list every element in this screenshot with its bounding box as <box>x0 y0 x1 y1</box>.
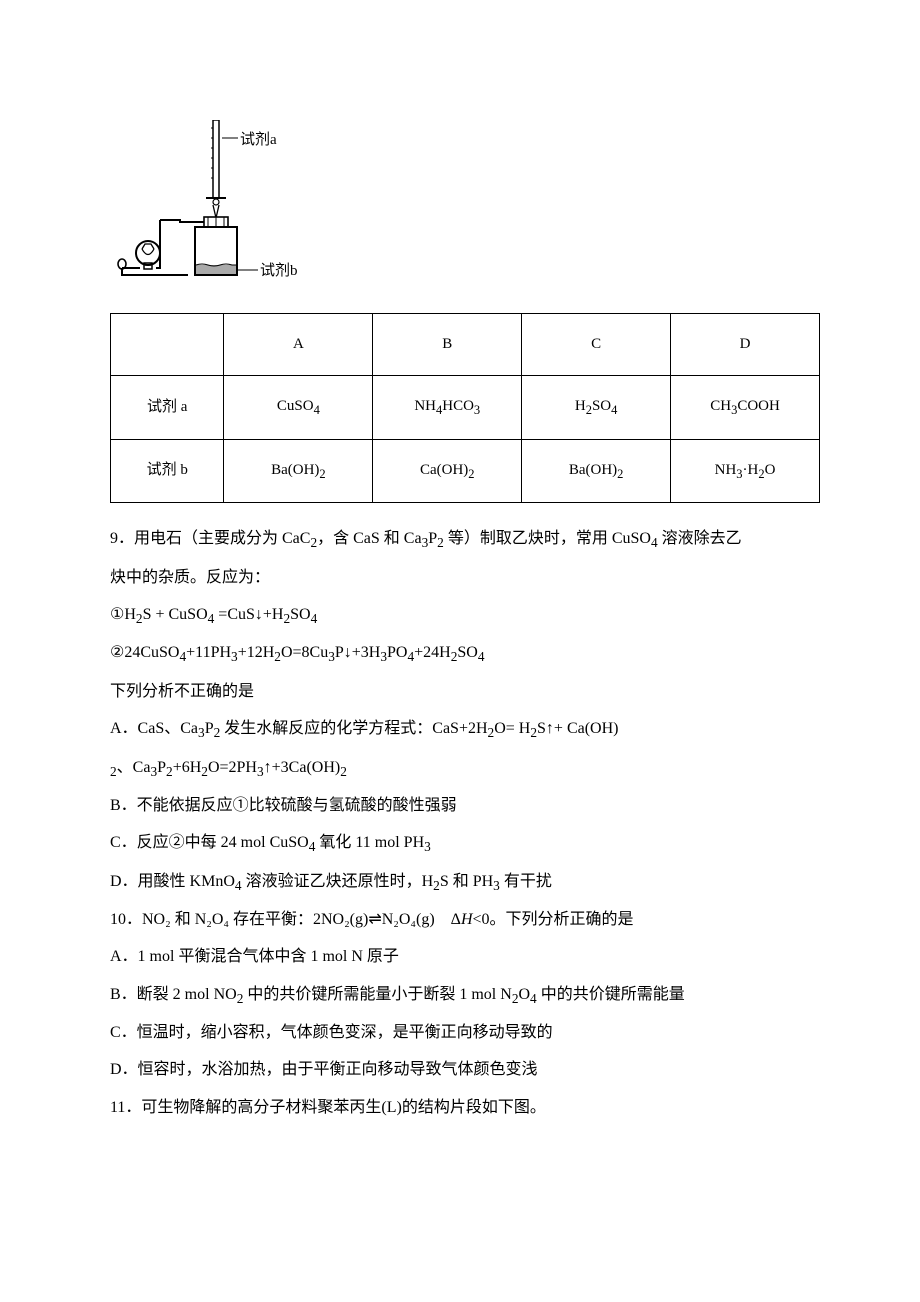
q10-optD: D．恒容时，水浴加热，由于平衡正向移动导致气体颜色变浅 <box>110 1052 820 1087</box>
q9-stem-1: 9．用电石（主要成分为 CaC2，含 CaS 和 Ca3P2 等）制取乙炔时，常… <box>110 521 820 558</box>
q9-optD: D．用酸性 KMnO4 溶液验证乙炔还原性时，H2S 和 PH3 有干扰 <box>110 864 820 901</box>
q9-optB: B．不能依据反应①比较硫酸与氢硫酸的酸性强弱 <box>110 788 820 823</box>
cell-a-B: NH4HCO3 <box>373 376 522 440</box>
diagram-label-a: 试剂a <box>240 131 277 148</box>
cell-b-A: Ba(OH)2 <box>224 439 373 503</box>
table-row: 试剂 b Ba(OH)2 Ca(OH)2 Ba(OH)2 NH3·H2O <box>111 439 820 503</box>
q9-stem-2: 炔中的杂质。反应为： <box>110 560 820 595</box>
q10-optC: C．恒温时，缩小容积，气体颜色变深，是平衡正向移动导致的 <box>110 1015 820 1050</box>
q11-stem: 11．可生物降解的高分子材料聚苯丙生(L)的结构片段如下图。 <box>110 1090 820 1125</box>
cell-b-D: NH3·H2O <box>671 439 820 503</box>
reagent-table: A B C D 试剂 a CuSO4 NH4HCO3 H2SO4 CH3COOH… <box>110 313 820 503</box>
cell-b-C: Ba(OH)2 <box>522 439 671 503</box>
q9-optA-1: A．CaS、Ca3P2 发生水解反应的化学方程式：CaS+2H2O= H2S↑+… <box>110 711 820 748</box>
header-empty <box>111 314 224 376</box>
cell-b-B: Ca(OH)2 <box>373 439 522 503</box>
header-C: C <box>522 314 671 376</box>
q9-eq1: ①H2S + CuSO4 =CuS↓+H2SO4 <box>110 597 820 634</box>
q9-eq2: ②24CuSO4+11PH3+12H2O=8Cu3P↓+3H3PO4+24H2S… <box>110 635 820 672</box>
diagram-label-b: 试剂b <box>260 262 298 279</box>
row-label-a: 试剂 a <box>111 376 224 440</box>
q10-optA: A．1 mol 平衡混合气体中含 1 mol N 原子 <box>110 939 820 974</box>
apparatus-diagram: 试剂a 试剂b <box>110 120 820 303</box>
q9-prompt: 下列分析不正确的是 <box>110 674 820 709</box>
header-D: D <box>671 314 820 376</box>
table-row: 试剂 a CuSO4 NH4HCO3 H2SO4 CH3COOH <box>111 376 820 440</box>
header-A: A <box>224 314 373 376</box>
q10-optB: B．断裂 2 mol NO2 中的共价键所需能量小于断裂 1 mol N2O4 … <box>110 977 820 1014</box>
cell-a-A: CuSO4 <box>224 376 373 440</box>
q9-optA-2: 2、Ca3P2+6H2O=2PH3↑+3Ca(OH)2 <box>110 750 820 787</box>
q9-optC: C．反应②中每 24 mol CuSO4 氧化 11 mol PH3 <box>110 825 820 862</box>
header-B: B <box>373 314 522 376</box>
cell-a-D: CH3COOH <box>671 376 820 440</box>
row-label-b: 试剂 b <box>111 439 224 503</box>
cell-a-C: H2SO4 <box>522 376 671 440</box>
table-header-row: A B C D <box>111 314 820 376</box>
q10-stem: 10．NO₂ 和 N₂O₄ 存在平衡：2NO₂(g)⇌N₂O₄(g) ΔH<0。… <box>110 902 820 937</box>
